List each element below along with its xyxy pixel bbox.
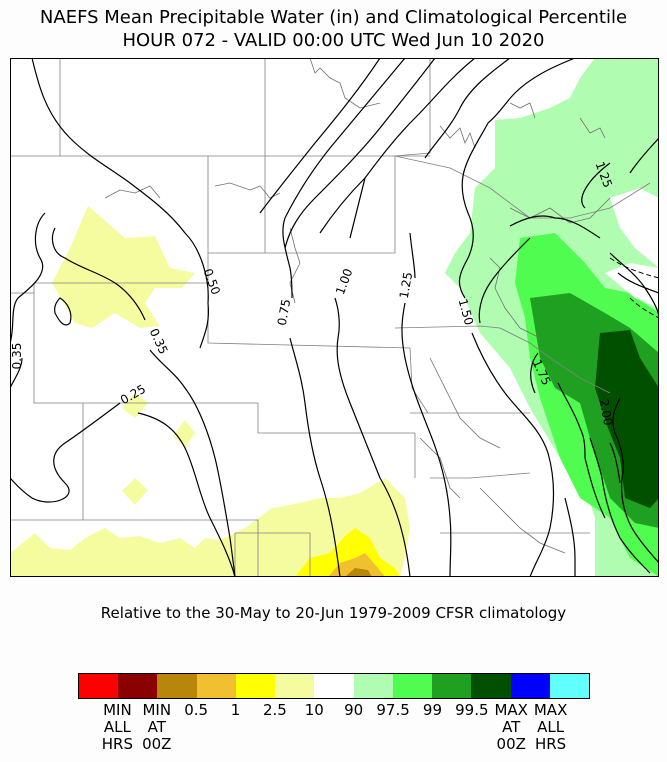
precipitable-water-map: 0.35 0.50 0.35 0.25 0.75 1.00 1.25 1.50 … — [10, 58, 659, 577]
colorbar-swatch — [235, 674, 276, 698]
colorbar-swatch — [432, 674, 472, 698]
colorbar-swatch — [275, 674, 315, 698]
colorbar-tick-label: 99 — [422, 701, 442, 719]
climatology-note: Relative to the 30-May to 20-Jun 1979-20… — [100, 604, 567, 622]
contour-label: 2.00 — [597, 398, 615, 427]
percentile-fill-dark-green — [595, 330, 659, 508]
colorbar-tick-label: 10 — [304, 701, 324, 719]
contour-label: 0.75 — [275, 298, 293, 327]
colorbar-tick-label: MIN ALL HRS — [101, 701, 133, 753]
state-boundaries — [10, 58, 651, 577]
percentile-fill-gold — [328, 553, 385, 577]
contour-label: 1.50 — [456, 297, 476, 326]
map-title-line-1: NAEFS Mean Precipitable Water (in) and C… — [39, 7, 628, 28]
colorbar-tick-label: 1 — [230, 701, 241, 719]
colorbar-swatch — [353, 674, 393, 698]
colorbar-tick-label: 99.5 — [455, 701, 489, 719]
colorbar-swatch — [157, 674, 197, 698]
colorbar-swatch — [79, 674, 119, 698]
colorbar-tick-label: MAX ALL HRS — [533, 701, 568, 753]
colorbar-swatch — [314, 674, 354, 698]
percentile-fill-brown — [345, 568, 372, 577]
map-title-line-2: HOUR 072 - VALID 00:00 UTC Wed Jun 10 20… — [122, 30, 545, 51]
colorbar-tick-label: 2.5 — [262, 701, 287, 719]
colorbar-swatch — [471, 674, 511, 698]
colorbar-swatch — [510, 674, 550, 698]
colorbar-tick-label: 0.5 — [184, 701, 209, 719]
dashed-contours — [609, 257, 659, 319]
colorbar-tick-label: 90 — [344, 701, 364, 719]
colorbar-swatch — [392, 674, 433, 698]
pw-contours — [10, 58, 659, 577]
colorbar-swatch — [549, 674, 590, 698]
colorbar-swatch — [196, 674, 236, 698]
colorbar-tick-label: MIN AT 00Z — [142, 701, 172, 753]
contour-label: 1.25 — [397, 271, 415, 300]
colorbar-tick-label: 97.5 — [376, 701, 410, 719]
colorbar-tick-label: MAX AT 00Z — [494, 701, 528, 753]
contour-label: 0.35 — [10, 343, 24, 370]
coastlines — [104, 58, 611, 554]
colorbar-swatch — [118, 674, 158, 698]
percentile-colorbar — [78, 673, 590, 699]
